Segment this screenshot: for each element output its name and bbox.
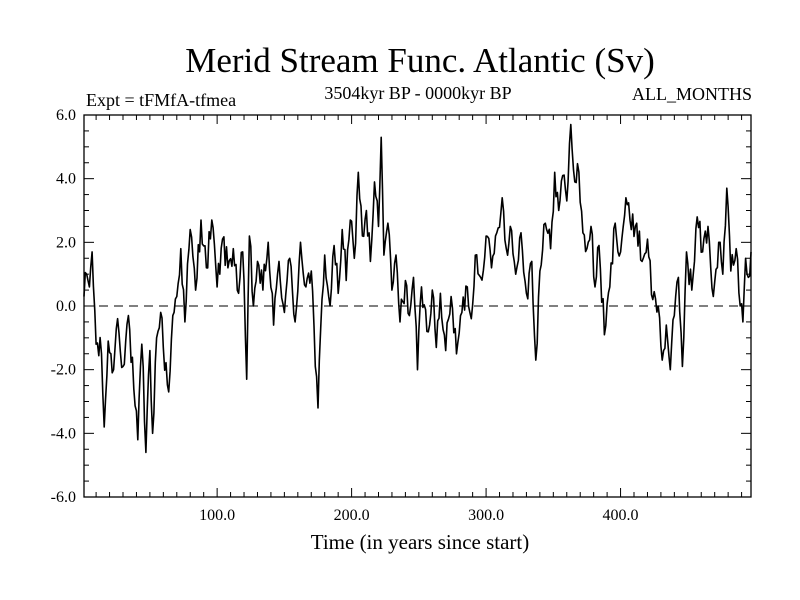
- x-tick-label: 100.0: [199, 507, 235, 524]
- ticks-layer: [84, 115, 751, 497]
- x-axis-label: Time (in years since start): [311, 530, 530, 554]
- tick-labels-layer: 100.0 200.0 300.0 400.0 -6.0 -4.0 -2.0 0.0 2.0 4.…: [51, 107, 639, 524]
- x-tick-label: 400.0: [603, 507, 639, 524]
- x-tick-label: 300.0: [468, 507, 504, 524]
- y-tick-label: 0.0: [56, 298, 76, 315]
- y-tick-label: -4.0: [51, 425, 76, 442]
- y-tick-label: -2.0: [51, 362, 76, 379]
- x-tick-label: 200.0: [334, 507, 370, 524]
- chart-subtitle-center: 3504kyr BP - 0000kyr BP: [324, 83, 511, 103]
- series-layer: [83, 123, 752, 454]
- chart-subtitle-left: Expt = tFMfA-tfmea: [86, 90, 236, 110]
- y-tick-label: 2.0: [56, 234, 76, 251]
- chart-title: Merid Stream Func. Atlantic (Sv): [185, 41, 655, 80]
- y-tick-label: 4.0: [56, 171, 76, 188]
- y-tick-label: 6.0: [56, 107, 76, 124]
- series-line: [83, 123, 752, 454]
- y-tick-label: -6.0: [51, 489, 76, 506]
- chart-subtitle-right: ALL_MONTHS: [632, 84, 752, 104]
